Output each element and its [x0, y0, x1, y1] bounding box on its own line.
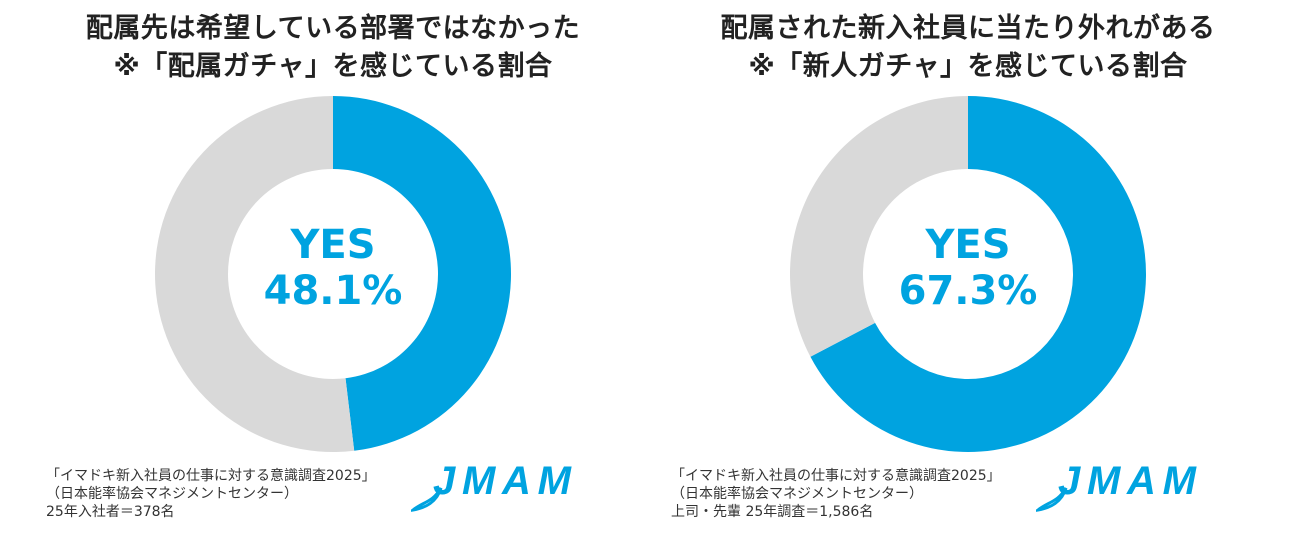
jmam-logo: JMAM: [411, 459, 573, 512]
source-line: 「イマドキ新入社員の仕事に対する意識調査2025」: [46, 468, 376, 484]
center-yes-value: 48.1%: [263, 268, 403, 314]
title-line-2: ※「配属ガチャ」を感じている割合: [113, 51, 553, 82]
source-line: 25年入社者＝378名: [46, 504, 175, 520]
donut-chart: [154, 96, 511, 452]
source-line: 上司・先輩 25年調査＝1,586名: [671, 504, 874, 520]
chart-title: 配属された新入社員に当たり外れがある ※「新人ガチャ」を感じている割合: [648, 10, 1288, 86]
svg-text:JMAM: JMAM: [433, 459, 573, 503]
source-line: 「イマドキ新入社員の仕事に対する意識調査2025」: [671, 468, 1001, 484]
donut-slice-no: [154, 96, 355, 452]
chart-title: 配属先は希望している部署ではなかった ※「配属ガチャ」を感じている割合: [13, 10, 653, 86]
chart-panel-right: 配属された新入社員に当たり外れがある ※「新人ガチャ」を感じている割合 YES …: [648, 0, 1288, 534]
svg-text:JMAM: JMAM: [1058, 459, 1198, 503]
source-note: 「イマドキ新入社員の仕事に対する意識調査2025」 （日本能率協会マネジメントセ…: [46, 467, 376, 521]
title-line-1: 配属先は希望している部署ではなかった: [85, 13, 581, 44]
donut-slice-yes: [810, 96, 1146, 452]
title-line-1: 配属された新入社員に当たり外れがある: [720, 13, 1216, 44]
title-line-2: ※「新人ガチャ」を感じている割合: [748, 51, 1188, 82]
center-yes-label: YES: [925, 222, 1011, 268]
donut-chart: [790, 96, 1146, 452]
center-label: YES 67.3%: [848, 222, 1088, 314]
source-line: （日本能率協会マネジメントセンター）: [46, 486, 298, 502]
source-note: 「イマドキ新入社員の仕事に対する意識調査2025」 （日本能率協会マネジメントセ…: [671, 467, 1001, 521]
donut-slice-no: [790, 96, 968, 357]
center-yes-label: YES: [290, 222, 376, 268]
center-label: YES 48.1%: [213, 222, 453, 314]
center-yes-value: 67.3%: [898, 268, 1038, 314]
source-line: （日本能率協会マネジメントセンター）: [671, 486, 923, 502]
jmam-logo: JMAM: [1036, 459, 1198, 512]
chart-panel-left: 配属先は希望している部署ではなかった ※「配属ガチャ」を感じている割合 YES …: [13, 0, 653, 534]
donut-slice-yes: [333, 96, 511, 451]
